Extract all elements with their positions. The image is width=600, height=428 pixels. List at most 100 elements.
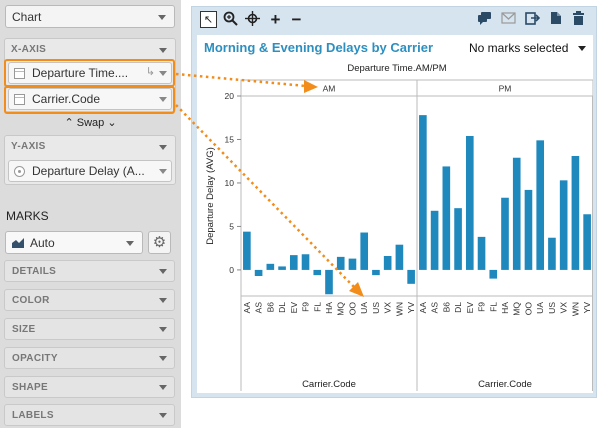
marks-row-color[interactable]: COLOR	[4, 289, 175, 311]
x-axis-label: Carrier.Code	[302, 379, 356, 390]
x-tick-label: US	[547, 302, 557, 314]
selection-status[interactable]: No marks selected	[469, 41, 569, 55]
bar	[559, 180, 568, 270]
bar	[583, 214, 591, 270]
swap-label: Swap	[76, 117, 105, 129]
chevron-down-icon	[159, 356, 167, 361]
x-tick-label: OO	[347, 302, 357, 316]
chart-toolbar: ↖ + −	[192, 7, 596, 32]
copy-icon[interactable]	[547, 11, 564, 28]
marks-row-labels[interactable]: LABELS	[4, 404, 175, 426]
bar	[325, 269, 333, 295]
mark-type-value: Auto	[30, 236, 55, 250]
bar	[465, 136, 474, 270]
select-arrow-icon[interactable]: ↖	[200, 11, 217, 28]
bar	[442, 166, 451, 270]
mark-type-select[interactable]: Auto	[5, 231, 143, 254]
bar	[254, 269, 263, 276]
x-tick-label: FL	[312, 302, 322, 312]
x-axis-shelf: X-AXIS Departure Time.... ↳ Carrier.Code	[4, 38, 176, 112]
y-axis-field-departure-delay[interactable]: Departure Delay (A...	[8, 160, 172, 182]
field-label: Departure Delay (A...	[32, 164, 145, 178]
chevron-down-icon[interactable]	[159, 145, 167, 150]
bar	[489, 269, 498, 279]
field-icon	[14, 68, 25, 79]
x-tick-label: YV	[582, 302, 592, 314]
x-axis-field-departure-time[interactable]: Departure Time.... ↳	[8, 62, 172, 84]
marks-row-opacity[interactable]: OPACITY	[4, 347, 175, 369]
bar	[301, 254, 310, 270]
y-tick-label: 10	[225, 178, 235, 188]
bar	[348, 258, 357, 270]
chevron-down-icon	[158, 15, 166, 20]
marks-row-label: SHAPE	[12, 382, 48, 393]
marks-row-label: SIZE	[12, 324, 36, 335]
marks-row-size[interactable]: SIZE	[4, 318, 175, 340]
chart-type-select[interactable]: Chart	[5, 5, 175, 28]
x-tick-label: WN	[570, 302, 580, 316]
mail-icon[interactable]	[500, 11, 517, 28]
bar-chart: Departure Time.AM/PM AM PM 0 5 10 15 20 Departur…	[205, 63, 593, 391]
x-tick-label: OO	[523, 302, 533, 316]
pan-icon[interactable]	[244, 11, 261, 28]
bar	[407, 269, 415, 284]
x-tick-label: AS	[430, 302, 440, 314]
x-tick-label: FL	[488, 302, 498, 312]
marks-row-details[interactable]: DETAILS	[4, 260, 175, 282]
x-tick-label: B6	[441, 302, 451, 313]
chart-area: Morning & Evening Delays by Carrier No m…	[197, 35, 593, 393]
comment-icon[interactable]	[476, 11, 493, 28]
bar	[477, 236, 486, 270]
x-tick-label: DL	[453, 302, 463, 313]
chevron-down-icon	[159, 327, 167, 332]
facet-label: Departure Time.AM/PM	[347, 63, 446, 74]
x-tick-label: UA	[535, 302, 545, 314]
area-chart-icon	[12, 238, 24, 248]
gear-icon[interactable]: ⚙	[148, 231, 171, 254]
zoom-icon[interactable]	[222, 11, 239, 28]
marks-row-label: COLOR	[12, 295, 50, 306]
bar	[512, 157, 521, 270]
x-tick-label: MQ	[512, 302, 522, 316]
marks-title: MARKS	[6, 209, 49, 223]
chevron-down-icon	[159, 269, 167, 274]
x-tick-label: HA	[500, 302, 510, 314]
bar	[536, 140, 545, 270]
export-icon[interactable]	[524, 11, 541, 28]
x-tick-label: UA	[359, 302, 369, 314]
swap-button[interactable]: ⌃ Swap ⌄	[0, 116, 181, 129]
marks-row-shape[interactable]: SHAPE	[4, 376, 175, 398]
x-tick-label: AA	[242, 302, 252, 314]
y-axis-shelf: Y-AXIS Departure Delay (A...	[4, 135, 176, 185]
chevron-down-icon	[126, 241, 134, 246]
plus-icon[interactable]: +	[270, 10, 281, 29]
x-tick-label: MQ	[336, 302, 346, 316]
chevron-down-icon[interactable]	[159, 71, 167, 76]
x-tick-label: WN	[394, 302, 404, 316]
y-tick-label: 5	[229, 221, 234, 231]
chevron-down-icon[interactable]	[159, 48, 167, 53]
x-tick-label: AA	[418, 302, 428, 314]
sort-icon[interactable]: ↳	[145, 66, 155, 78]
marks-row-label: OPACITY	[12, 353, 58, 364]
bar	[243, 231, 251, 270]
minus-icon[interactable]: −	[291, 10, 302, 29]
x-tick-label: US	[371, 302, 381, 314]
chart-panel: ↖ + − Morning & Evening Delays by Carrie…	[191, 6, 597, 398]
chevron-down-icon[interactable]	[578, 46, 586, 51]
x-tick-label: F9	[477, 302, 487, 312]
x-tick-label: EV	[465, 302, 475, 314]
x-axis-title: X-AXIS	[11, 44, 47, 55]
bar	[336, 256, 345, 270]
marks-row-label: LABELS	[12, 410, 54, 421]
trash-icon[interactable]	[570, 11, 587, 28]
x-tick-label: AS	[254, 302, 264, 314]
measure-icon	[14, 166, 25, 177]
highlight-box	[4, 86, 175, 114]
field-label: Departure Time....	[32, 66, 129, 80]
facet-strip-label: AM	[323, 84, 336, 94]
chevron-down-icon[interactable]	[159, 97, 167, 102]
chevron-down-icon	[159, 298, 167, 303]
x-axis-field-carrier-code[interactable]: Carrier.Code	[8, 88, 172, 110]
chevron-down-icon[interactable]	[159, 169, 167, 174]
